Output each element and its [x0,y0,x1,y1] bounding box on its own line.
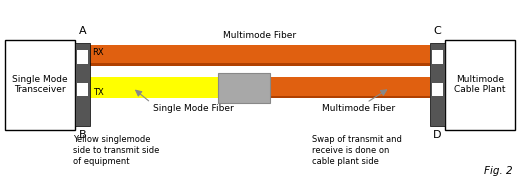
Text: Yellow singlemode
side to transmit side
of equipment: Yellow singlemode side to transmit side … [73,135,159,166]
Text: TX: TX [93,88,103,97]
FancyBboxPatch shape [90,77,218,98]
FancyBboxPatch shape [270,96,430,98]
FancyBboxPatch shape [75,43,90,126]
Text: RX: RX [93,48,104,57]
Text: B: B [79,130,86,140]
Text: Single Mode
Transceiver: Single Mode Transceiver [12,75,68,94]
Text: C: C [434,26,441,36]
FancyBboxPatch shape [430,43,445,126]
FancyBboxPatch shape [77,82,88,96]
FancyBboxPatch shape [432,82,443,96]
Text: Multimode Fiber: Multimode Fiber [224,31,296,40]
FancyBboxPatch shape [5,40,75,130]
FancyBboxPatch shape [218,73,270,103]
FancyBboxPatch shape [445,40,515,130]
Text: D: D [433,130,441,140]
Text: Swap of transmit and
receive is done on
cable plant side: Swap of transmit and receive is done on … [312,135,402,166]
Text: A: A [79,26,86,36]
Text: Multimode
Cable Plant: Multimode Cable Plant [454,75,505,94]
FancyBboxPatch shape [432,50,443,64]
FancyBboxPatch shape [90,45,430,66]
FancyBboxPatch shape [90,63,430,66]
Text: Multimode Fiber: Multimode Fiber [322,104,396,113]
FancyBboxPatch shape [77,50,88,64]
FancyBboxPatch shape [270,77,430,98]
Text: Fig. 2: Fig. 2 [484,166,512,176]
Text: Single Mode Fiber: Single Mode Fiber [153,104,234,113]
